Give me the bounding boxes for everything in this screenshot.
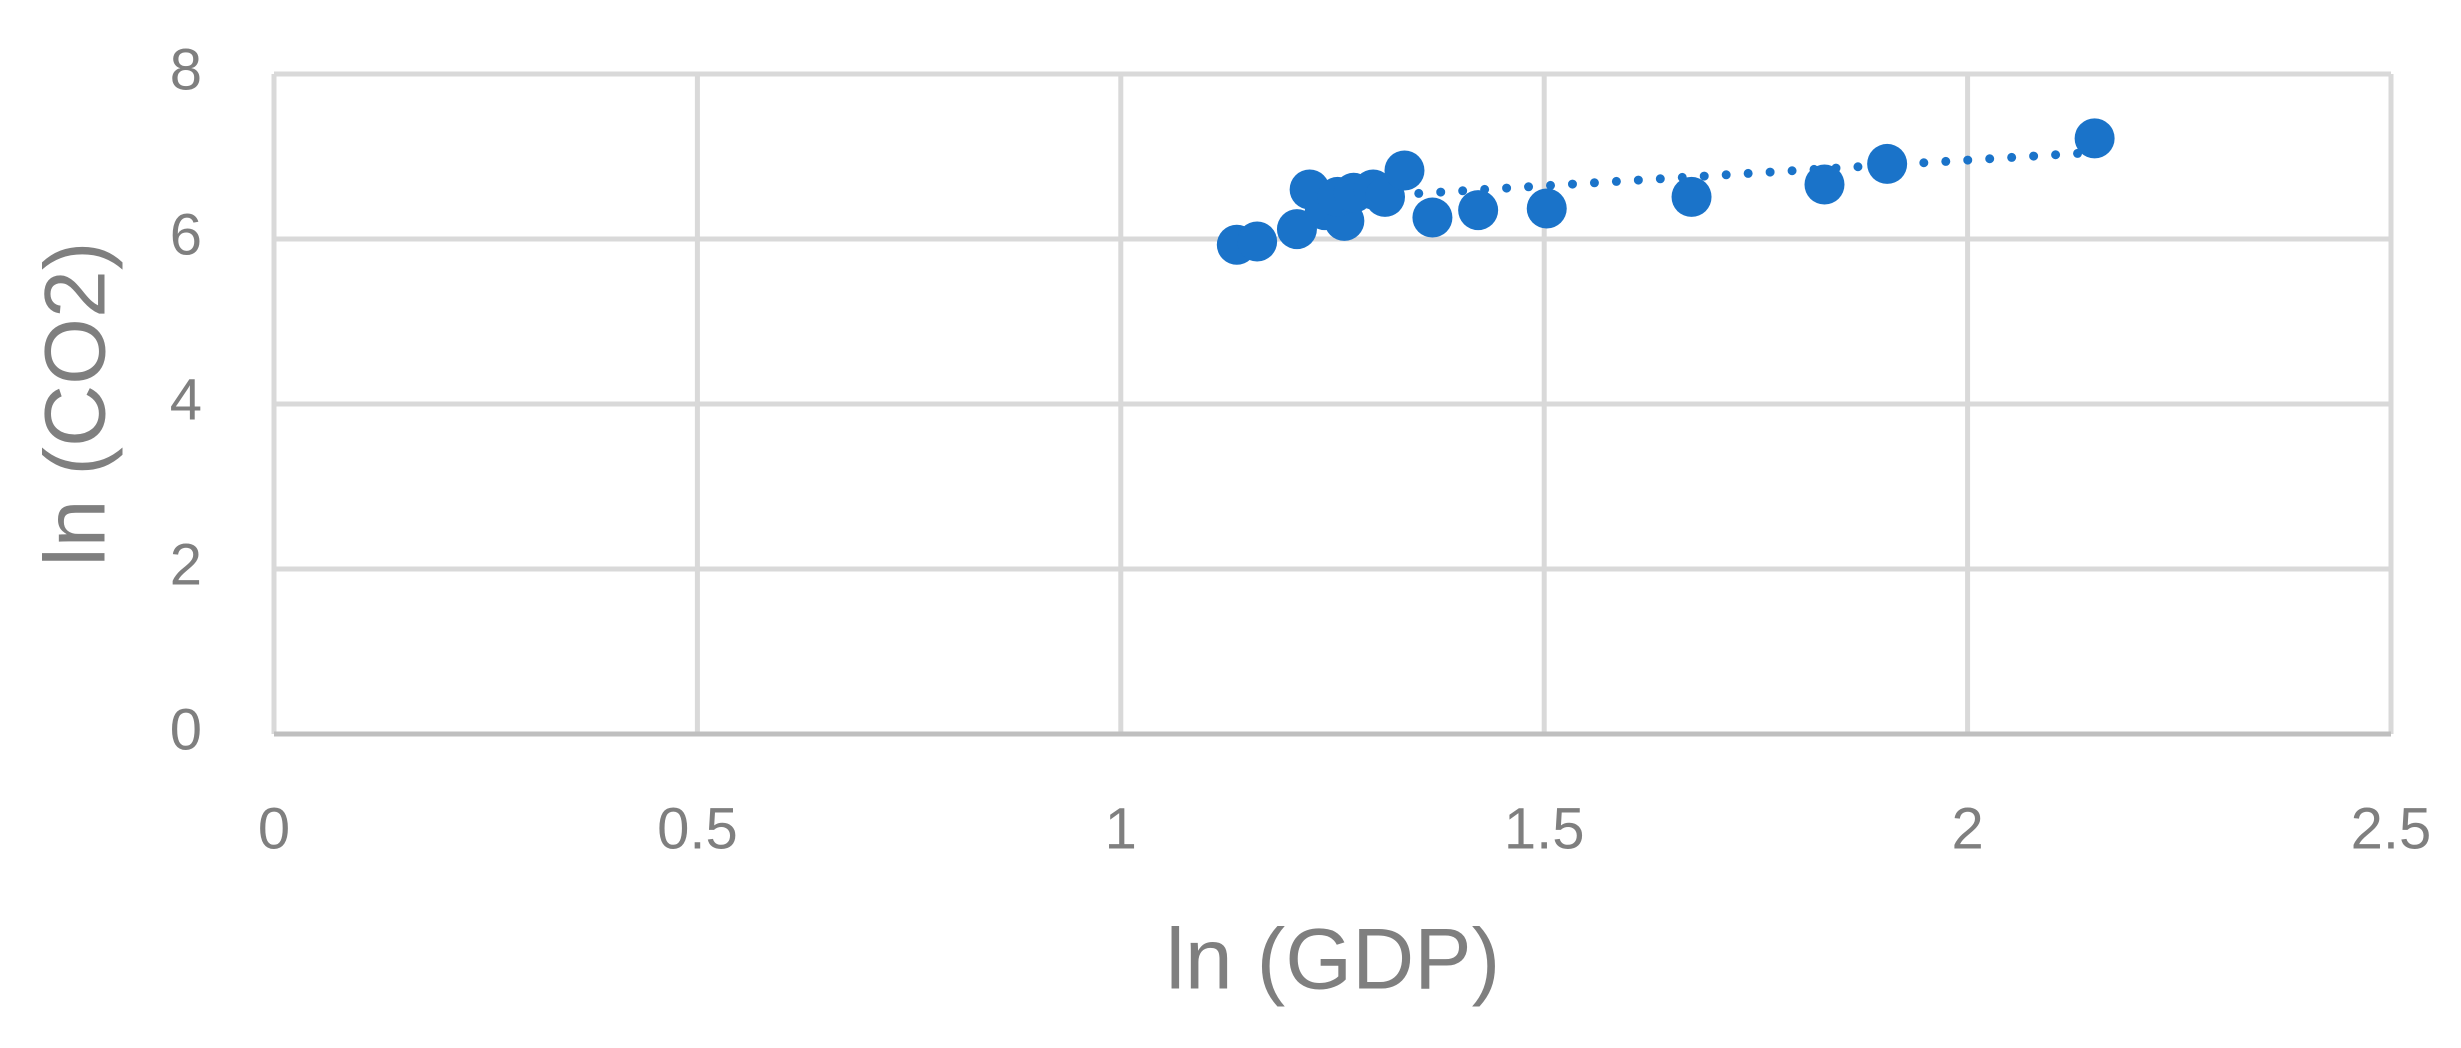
point	[1276, 209, 1317, 250]
x-tick-label: 1.5	[1504, 796, 1585, 861]
x-tick-label: 0.5	[657, 796, 738, 861]
x-tick-label: 2	[1951, 796, 1983, 861]
y-tick-label: 4	[170, 367, 202, 432]
point	[1237, 221, 1278, 262]
point	[2074, 118, 2115, 159]
y-tick-label: 8	[170, 37, 202, 102]
point	[1867, 143, 1908, 184]
x-tick-label: 0	[258, 796, 290, 861]
point	[1384, 150, 1425, 191]
point	[1458, 190, 1499, 231]
x-axis-title: ln (GDP)	[1166, 912, 1500, 1008]
x-tick-label: 1	[1105, 796, 1137, 861]
y-tick-label: 2	[170, 532, 202, 597]
y-axis-title: ln (CO2)	[28, 242, 124, 567]
trendline	[1370, 147, 2100, 201]
point	[1671, 176, 1712, 217]
point	[1412, 197, 1453, 238]
point	[1804, 164, 1845, 205]
y-tick-label: 0	[170, 697, 202, 762]
x-tick-label: 2.5	[2351, 796, 2432, 861]
point	[1526, 188, 1567, 229]
y-tick-label: 6	[170, 202, 202, 267]
